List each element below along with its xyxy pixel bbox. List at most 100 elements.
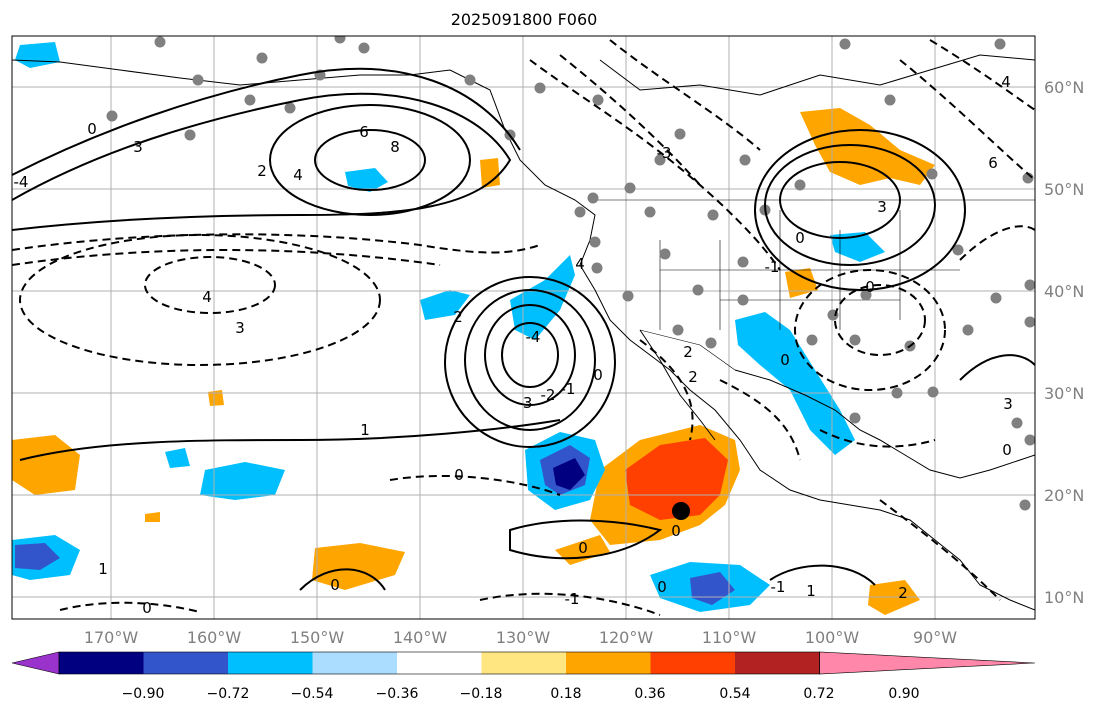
contour-label: 3 <box>1003 395 1013 413</box>
contour-label: -1 <box>771 578 786 596</box>
contour-label: 6 <box>359 123 369 141</box>
lon-label: 100°W <box>805 628 860 647</box>
lat-label: 40°N <box>1044 282 1084 301</box>
longitude-labels: 170°W 160°W 150°W 140°W 130°W 120°W 110°… <box>84 628 957 647</box>
contour-label: 0 <box>142 599 152 617</box>
lon-label: 160°W <box>187 628 242 647</box>
contour-label: 2 <box>683 343 693 361</box>
lat-label: 50°N <box>1044 180 1084 199</box>
contour-label: 0 <box>87 120 97 138</box>
contour-label: 0 <box>865 278 875 296</box>
colorbar-max-extension <box>819 651 1036 675</box>
map-frame <box>11 35 1036 620</box>
lon-label: 90°W <box>913 628 957 647</box>
contour-label: 4 <box>202 288 212 306</box>
lat-label: 60°N <box>1044 78 1084 97</box>
colorbar-segment <box>735 652 820 674</box>
colorbar-segment <box>312 652 397 674</box>
contour-label: 2 <box>688 368 698 386</box>
negative-anomaly-region <box>510 255 575 340</box>
contour-label: 0 <box>780 351 790 369</box>
negative-contours <box>12 39 1035 616</box>
contour-label: -3 <box>518 394 533 412</box>
contour-label: 1 <box>360 421 370 439</box>
positive-anomaly-region <box>312 543 405 590</box>
contour-labels: 6 8 4 2 3 4 3 2 1 0 -1 -2 -3 -4 -3 4 2 2 0 1 3 0 -1 0 0 0 -1 0 1 0 -1 2… <box>14 73 1013 617</box>
colorbar-ticks: −0.90 −0.72 −0.54 −0.36 −0.18 0.18 0.36 … <box>122 686 920 702</box>
contour-label: 3 <box>877 198 887 216</box>
contour-label: 4 <box>1001 73 1011 91</box>
lon-label: 120°W <box>599 628 654 647</box>
colorbar-segment <box>59 652 144 674</box>
contour-label: -3 <box>657 144 672 162</box>
contour-label: 0 <box>1002 441 1012 459</box>
lat-label: 20°N <box>1044 486 1084 505</box>
contour-label: -1 <box>765 258 780 276</box>
positive-anomaly-region <box>145 512 160 522</box>
colorbar-segment <box>397 652 482 674</box>
lon-label: 110°W <box>702 628 757 647</box>
colorbar-tick-label: −0.72 <box>207 686 250 702</box>
contour-label: 1 <box>98 560 108 578</box>
contour-label: 3 <box>235 319 245 337</box>
negative-anomaly-region <box>345 168 388 192</box>
shaded-anomalies <box>12 42 935 615</box>
positive-contours <box>12 67 1035 591</box>
colorbar-tick-label: −0.36 <box>376 686 419 702</box>
contour-label: 0 <box>795 229 805 247</box>
location-marker <box>672 502 690 520</box>
lon-label: 130°W <box>496 628 551 647</box>
negative-anomaly-region <box>735 312 855 455</box>
negative-anomaly-region <box>420 290 470 320</box>
colorbar-tick-label: 0.18 <box>550 686 581 702</box>
map-gridlines <box>12 36 1035 619</box>
contour-label: 0 <box>578 539 588 557</box>
contour-label: 8 <box>390 138 400 156</box>
contour-label: -4 <box>526 328 541 346</box>
positive-anomaly-region <box>208 390 224 406</box>
contour-label: 2 <box>898 584 908 602</box>
colorbar-tick-label: 0.54 <box>719 686 750 702</box>
colorbar-segment <box>481 652 566 674</box>
positive-anomaly-region <box>12 435 80 495</box>
contour-label: 2 <box>453 308 463 326</box>
contour-label: 2 <box>257 162 267 180</box>
contour-label: -2 <box>541 386 556 404</box>
contour-label: 0 <box>454 466 464 484</box>
colorbar-border <box>58 651 820 675</box>
colorbar-tick-label: −0.54 <box>291 686 334 702</box>
contour-label: -1 <box>561 380 576 398</box>
colorbar-segment <box>566 652 651 674</box>
strong-positive-anomaly-region <box>625 438 728 520</box>
colorbar-tick-label: 0.90 <box>888 686 919 702</box>
contour-label: 0 <box>330 576 340 594</box>
negative-anomaly-region <box>165 448 190 468</box>
colorbar-min-extension <box>11 651 60 675</box>
colorbar-tick-label: 0.72 <box>803 686 834 702</box>
colorbar <box>11 651 1036 675</box>
colorbar-tick-label: 0.36 <box>634 686 665 702</box>
lon-label: 170°W <box>84 628 139 647</box>
lat-label: 10°N <box>1044 588 1084 607</box>
negative-anomaly-region <box>200 462 285 500</box>
lat-label: 30°N <box>1044 384 1084 403</box>
contour-label: 0 <box>671 522 681 540</box>
political-borders <box>595 199 1035 371</box>
lon-label: 140°W <box>393 628 448 647</box>
contour-label: -4 <box>14 173 29 191</box>
negative-anomaly-region <box>830 232 885 262</box>
contour-label: -1 <box>565 590 580 608</box>
contour-label: 4 <box>575 255 585 273</box>
colorbar-segment <box>228 652 313 674</box>
colorbar-segment <box>143 652 228 674</box>
colorbar-segment <box>650 652 735 674</box>
contour-label: 4 <box>293 166 303 184</box>
colorbar-tick-label: −0.90 <box>122 686 165 702</box>
strong-negative-anomaly-region <box>15 543 60 570</box>
lon-label: 150°W <box>290 628 345 647</box>
contour-label: 0 <box>593 366 603 384</box>
latitude-labels: 60°N 50°N 40°N 30°N 20°N 10°N <box>1044 78 1084 607</box>
contour-label: 3 <box>133 138 143 156</box>
strong-negative-anomaly-region <box>553 458 585 490</box>
